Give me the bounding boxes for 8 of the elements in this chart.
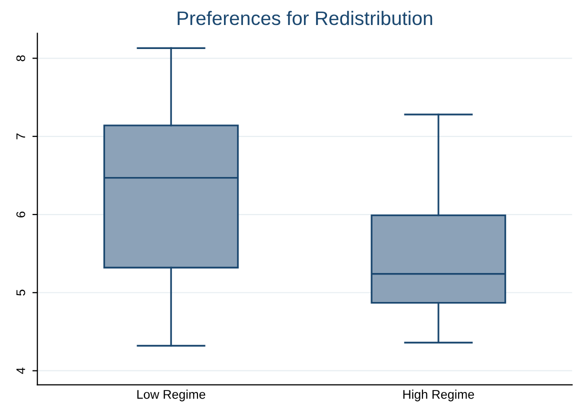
y-tick-label: 7 [16, 134, 26, 140]
y-tick-label: 8 [16, 55, 26, 62]
x-tick-label: Low Regime [137, 390, 206, 402]
chart-title: Preferences for Redistribution [178, 10, 432, 26]
y-tick-label: 6 [16, 212, 26, 218]
y-tick-label: 5 [16, 290, 26, 296]
x-tick-label: High Regime [403, 390, 474, 402]
y-tick-label: 4 [16, 368, 26, 374]
